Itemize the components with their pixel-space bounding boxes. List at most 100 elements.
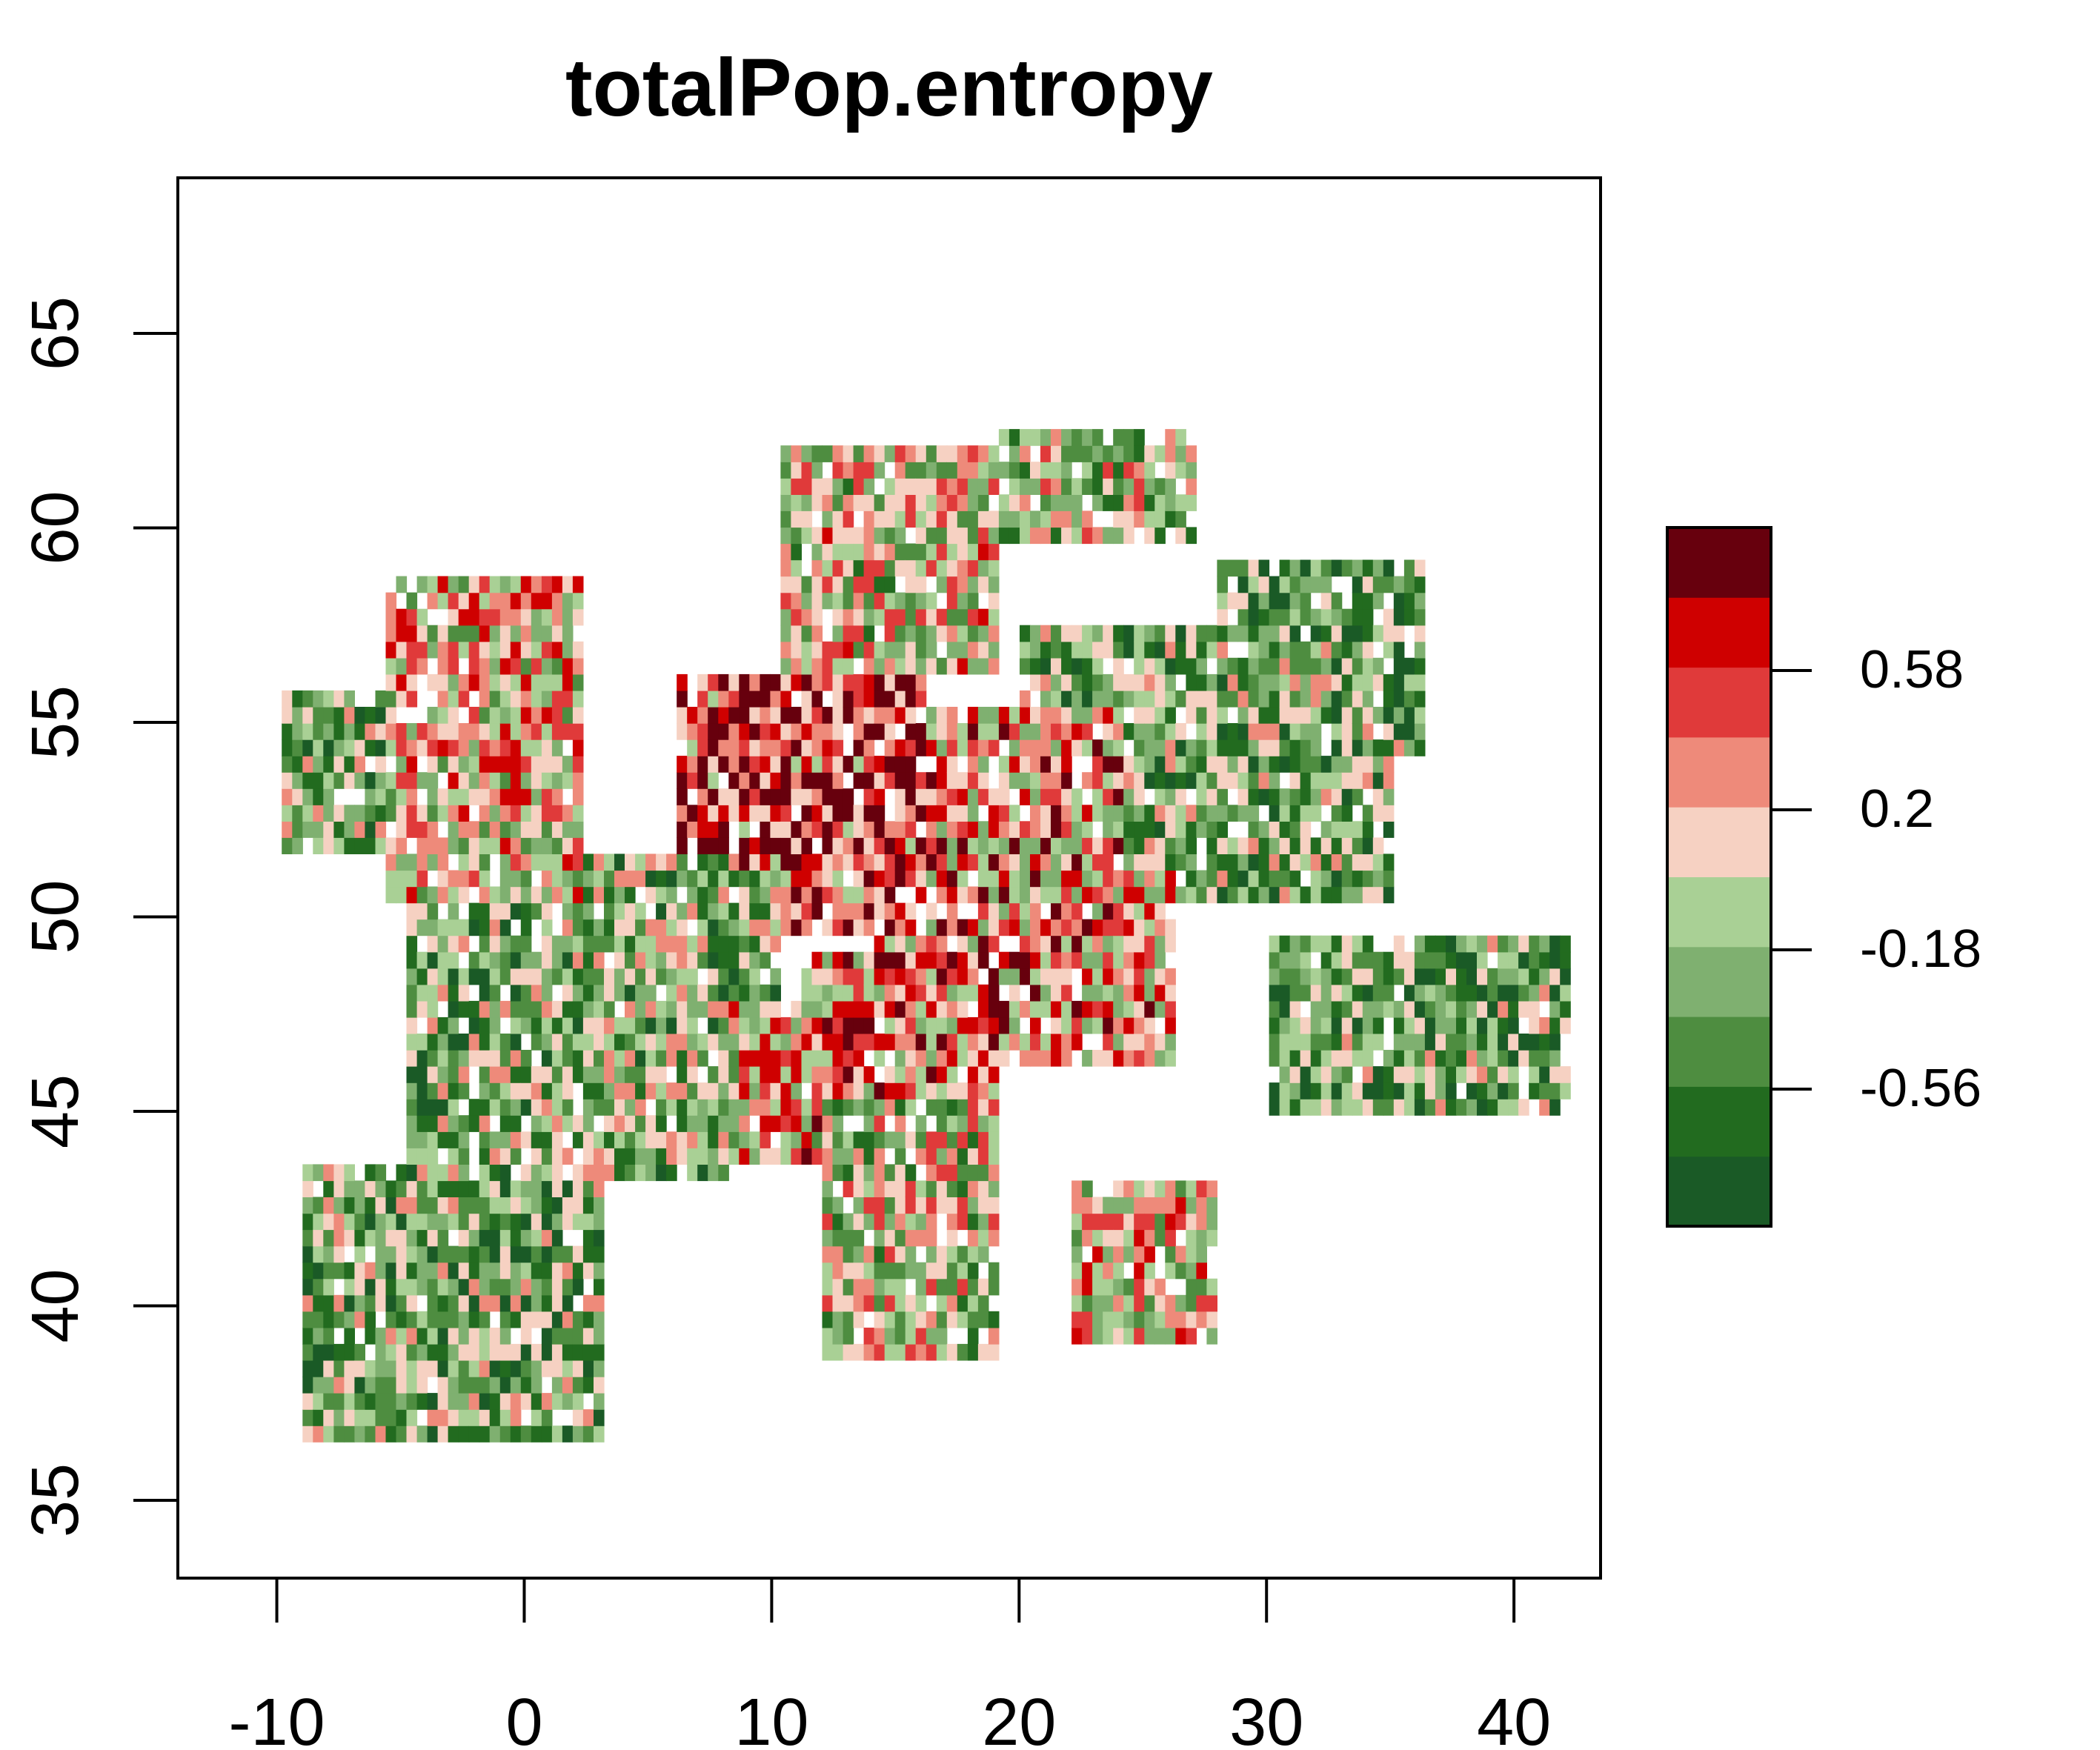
map-cell <box>614 1034 625 1051</box>
map-cell <box>697 772 708 789</box>
map-cell <box>416 870 428 888</box>
map-cell <box>1508 1082 1519 1099</box>
map-cell <box>396 608 408 626</box>
map-cell <box>1403 1082 1415 1099</box>
map-cell <box>760 951 771 969</box>
map-cell <box>1154 707 1166 724</box>
map-cell <box>853 1000 865 1018</box>
map-cell <box>1123 478 1134 495</box>
map-cell <box>749 870 760 888</box>
map-cell <box>1103 1017 1114 1034</box>
map-cell <box>915 1066 927 1083</box>
map-cell <box>520 935 532 953</box>
map-cell <box>572 1197 584 1214</box>
map-cell <box>479 657 491 675</box>
map-cell <box>1123 723 1134 740</box>
map-cell <box>915 1343 927 1361</box>
map-cell <box>843 1278 854 1296</box>
map-cell <box>468 1294 480 1312</box>
map-cell <box>354 1278 365 1296</box>
map-cell <box>437 1311 449 1328</box>
map-cell <box>1051 772 1062 789</box>
map-cell <box>957 886 968 904</box>
map-cell <box>427 1034 439 1051</box>
map-cell <box>843 543 854 561</box>
map-cell <box>718 1000 729 1018</box>
map-cell <box>1248 821 1260 838</box>
map-cell <box>1020 429 1031 446</box>
map-cell <box>1134 1050 1145 1067</box>
map-cell <box>479 1409 491 1426</box>
map-cell <box>728 1131 740 1148</box>
map-cell <box>728 1148 740 1165</box>
map-cell <box>572 1017 584 1034</box>
map-cell <box>499 854 511 871</box>
map-cell <box>1310 805 1322 822</box>
map-cell <box>1237 559 1249 577</box>
map-cell <box>625 968 636 985</box>
map-cell <box>998 707 1010 724</box>
map-cell <box>832 673 844 691</box>
map-cell <box>863 478 875 495</box>
map-cell <box>1165 1229 1176 1247</box>
map-cell <box>1279 1099 1291 1116</box>
map-cell <box>1352 641 1363 659</box>
map-cell <box>510 592 522 610</box>
map-cell <box>499 1131 511 1148</box>
map-cell <box>1165 821 1176 838</box>
map-cell <box>572 1425 584 1443</box>
map-cell <box>863 1327 875 1345</box>
map-cell <box>811 1066 823 1083</box>
map-cell <box>562 1180 574 1197</box>
map-cell <box>365 805 376 822</box>
map-cell <box>448 641 459 659</box>
map-cell <box>760 854 771 871</box>
map-cell <box>479 1066 491 1083</box>
map-cell <box>499 1377 511 1394</box>
map-cell <box>1341 1050 1353 1067</box>
map-cell <box>1362 559 1374 577</box>
map-cell <box>1071 870 1083 888</box>
map-cell <box>687 984 698 1002</box>
map-cell <box>1341 886 1353 904</box>
map-cell <box>874 984 885 1002</box>
map-cell <box>427 886 439 904</box>
map-cell <box>1061 527 1072 545</box>
map-cell <box>416 1278 428 1296</box>
map-cell <box>1477 1066 1488 1083</box>
map-cell <box>677 805 688 822</box>
map-cell <box>666 984 677 1002</box>
map-cell <box>977 902 989 920</box>
map-cell <box>572 951 584 969</box>
map-cell <box>1144 854 1155 871</box>
map-cell <box>832 1066 844 1083</box>
map-cell <box>1144 510 1155 528</box>
map-cell <box>780 690 791 708</box>
map-cell <box>770 968 781 985</box>
map-cell <box>1175 1245 1186 1263</box>
map-cell <box>1051 854 1062 871</box>
map-cell <box>313 1409 324 1426</box>
map-cell <box>988 1262 1000 1280</box>
map-cell <box>1310 673 1322 691</box>
map-cell <box>1518 984 1529 1002</box>
map-cell <box>323 837 334 854</box>
map-cell <box>1061 788 1072 805</box>
map-cell <box>468 576 480 593</box>
map-cell <box>1320 756 1332 773</box>
map-cell <box>780 772 791 789</box>
map-cell <box>1082 772 1093 789</box>
map-cell <box>946 1164 958 1182</box>
map-cell <box>967 1294 979 1312</box>
map-cell <box>677 772 688 789</box>
map-cell <box>988 984 1000 1002</box>
map-cell <box>323 1213 334 1231</box>
map-cell <box>760 902 771 920</box>
map-cell <box>1383 723 1395 740</box>
map-cell <box>739 1066 750 1083</box>
map-cell <box>572 690 584 708</box>
map-cell <box>1206 1229 1217 1247</box>
map-cell <box>946 1148 958 1165</box>
map-cell <box>1123 462 1134 479</box>
map-cell <box>333 1229 345 1247</box>
